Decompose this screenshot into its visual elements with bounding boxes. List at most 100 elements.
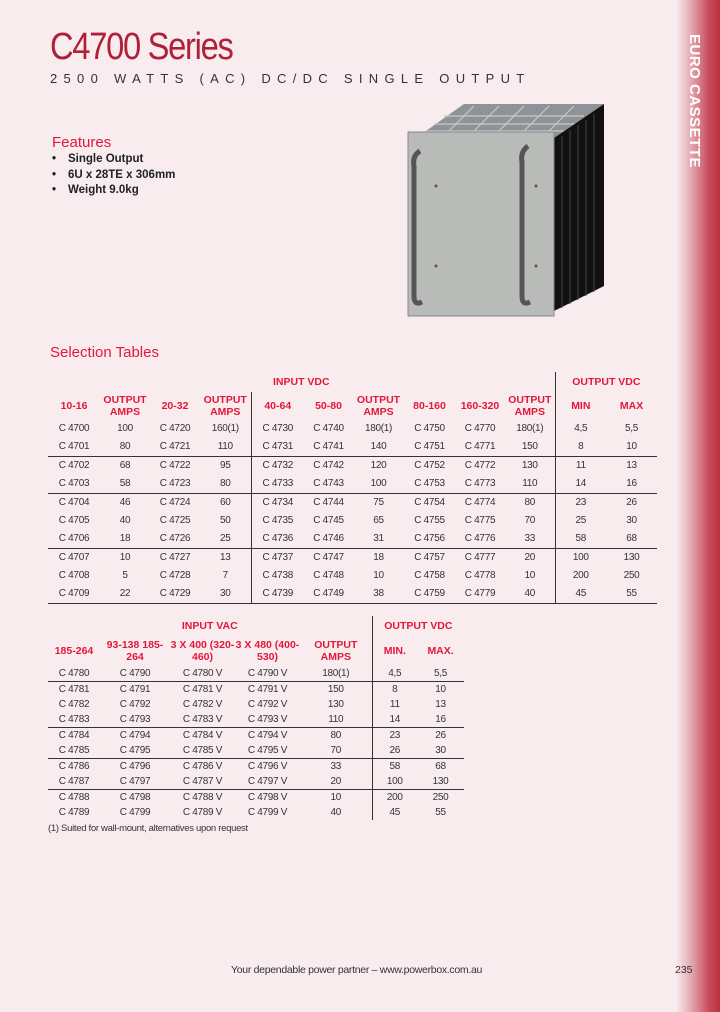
table-cell: C 4782 — [58, 698, 90, 710]
table-cell: 23 — [554, 493, 607, 512]
table-cell: C 4799 V — [247, 806, 288, 818]
table-cell: C 4782 V — [182, 698, 223, 710]
table-cell: C 4738 — [250, 567, 304, 585]
table-cell: C 4739 — [250, 585, 304, 604]
table-cell: 33 — [505, 530, 556, 549]
column-header: 10-16 — [60, 400, 88, 412]
table-cell: C 4740 — [313, 423, 344, 434]
selection-tables: INPUT VDC OUTPUT VDC 10-16 OUTPUT AMPS 20-32… — [48, 372, 658, 835]
table-cell: 30 — [200, 585, 251, 604]
table-cell: C 4796 — [119, 760, 151, 772]
table-cell: C 4774 — [464, 497, 496, 508]
table-cell: C 4733 — [250, 475, 304, 494]
table-cell: 60 — [219, 497, 231, 508]
input-group-header: INPUT VDC — [272, 376, 330, 388]
table-cell: 11 — [554, 456, 607, 475]
table-cell: 25 — [554, 512, 607, 530]
table-cell: 10 — [524, 570, 536, 581]
table-cell: C 4783 — [48, 712, 100, 728]
table-cell: C 4780 — [48, 666, 100, 682]
table-cell: C 4751 — [404, 438, 455, 457]
table-cell: C 4785 — [48, 743, 100, 759]
table-cell: 180(1) — [364, 423, 393, 434]
table-cell: C 4741 — [304, 438, 353, 457]
table-cell: C 4789 — [58, 806, 90, 818]
table-cell: C 4708 — [58, 570, 90, 581]
table-cell: C 4784 — [58, 729, 90, 741]
table-cell: 95 — [219, 460, 231, 471]
table-cell: 58 — [371, 758, 418, 774]
column-header: OUTPUT AMPS — [508, 394, 552, 418]
table-cell: C 4736 — [250, 530, 304, 549]
table-cell: C 4731 — [250, 438, 304, 457]
features-list: Single Output 6U x 28TE x 306mm Weight 9… — [52, 152, 175, 199]
table-cell: C 4793 — [100, 712, 170, 728]
column-header: OUTPUT AMPS — [314, 639, 358, 663]
table-cell: 110 — [505, 475, 556, 494]
table-cell: 80 — [200, 475, 251, 494]
table-cell: C 4771 — [455, 438, 505, 457]
column-header: MAX — [619, 400, 644, 412]
table-cell: 13 — [626, 460, 637, 471]
table-cell: 65 — [373, 515, 384, 526]
column-header: 20-32 — [161, 400, 189, 412]
table-cell: C 4772 — [464, 460, 496, 471]
column-header: 185-264 — [54, 645, 94, 657]
table-cell: C 4756 — [404, 530, 455, 549]
table-cell: C 4722 — [159, 460, 191, 471]
table-cell: 22 — [100, 585, 150, 604]
table-cell: 130 — [521, 460, 538, 471]
table-row: C 4704 46 C 4724 60 C 4734 C 4744 75 C 4754 C 47… — [48, 493, 657, 512]
table-cell: 26 — [371, 743, 418, 759]
table-cell: C 4730 — [250, 420, 304, 438]
table-cell: C 4726 — [150, 530, 200, 549]
table-row: C 4788 C 4798 C 4788 V C 4798 V 10 200 250 — [48, 789, 464, 805]
table-cell: C 4777 — [464, 552, 496, 563]
table-cell: C 4775 — [464, 515, 496, 526]
table-cell: 180(1) — [300, 666, 373, 682]
table-cell: C 4798 — [119, 791, 151, 803]
table-cell: 140 — [353, 438, 404, 457]
table-cell: C 4791 V — [247, 683, 288, 695]
table-cell: C 4788 V — [182, 791, 223, 803]
table-cell: C 4735 — [250, 512, 304, 530]
feature-item: Weight 9.0kg — [52, 183, 175, 199]
table-cell: 55 — [606, 585, 658, 604]
column-header: MAX. — [427, 645, 454, 657]
table-cell: 4,5 — [371, 666, 418, 682]
table-cell: C 4787 — [48, 774, 100, 790]
table-cell: 14 — [371, 712, 418, 728]
table-cell: 5,5 — [417, 666, 465, 682]
table-cell: 13 — [219, 552, 231, 563]
table-cell: C 4744 — [313, 497, 344, 508]
table-cell: C 4702 — [58, 460, 90, 471]
table-cell: C 4743 — [304, 475, 353, 494]
table-cell: C 4773 — [455, 475, 505, 494]
table-cell: C 4748 — [313, 570, 344, 581]
table-cell: 55 — [435, 806, 446, 818]
table-row: C 4782 C 4792 C 4782 V C 4792 V 130 11 13 — [48, 697, 464, 712]
table-row: C 4703 58 C 4723 80 C 4733 C 4743 100 C 4753 C 4… — [48, 475, 658, 494]
table-cell: C 4780 V — [170, 666, 235, 682]
feature-item: 6U x 28TE x 306mm — [52, 168, 175, 184]
ac-input-selection-table: INPUT VAC OUTPUT VDC 185-264 93-138 185-264… — [48, 616, 465, 820]
table-cell: 10 — [330, 791, 342, 803]
table-cell: 8 — [554, 438, 607, 457]
footnote: (1) Suited for wall-mount, alternatives … — [48, 823, 248, 834]
table-cell: C 4707 — [58, 552, 90, 563]
table-cell: C 4701 — [48, 438, 100, 457]
table-cell: 25 — [200, 530, 251, 549]
product-image — [407, 104, 604, 317]
output-group-header: OUTPUT VDC — [554, 372, 658, 392]
table-cell: C 4754 — [414, 497, 445, 508]
table-row: C 4789 C 4799 C 4789 V C 4799 V 40 45 55 — [48, 805, 464, 820]
column-header: MIN — [554, 392, 607, 420]
table-cell: 16 — [417, 712, 465, 728]
page-title: C4700 Series — [50, 26, 234, 68]
table-cell: C 4705 — [58, 515, 90, 526]
table-row: C 4700 100 C 4720 160(1) C 4730 C 4740 180(1) C… — [48, 420, 657, 438]
